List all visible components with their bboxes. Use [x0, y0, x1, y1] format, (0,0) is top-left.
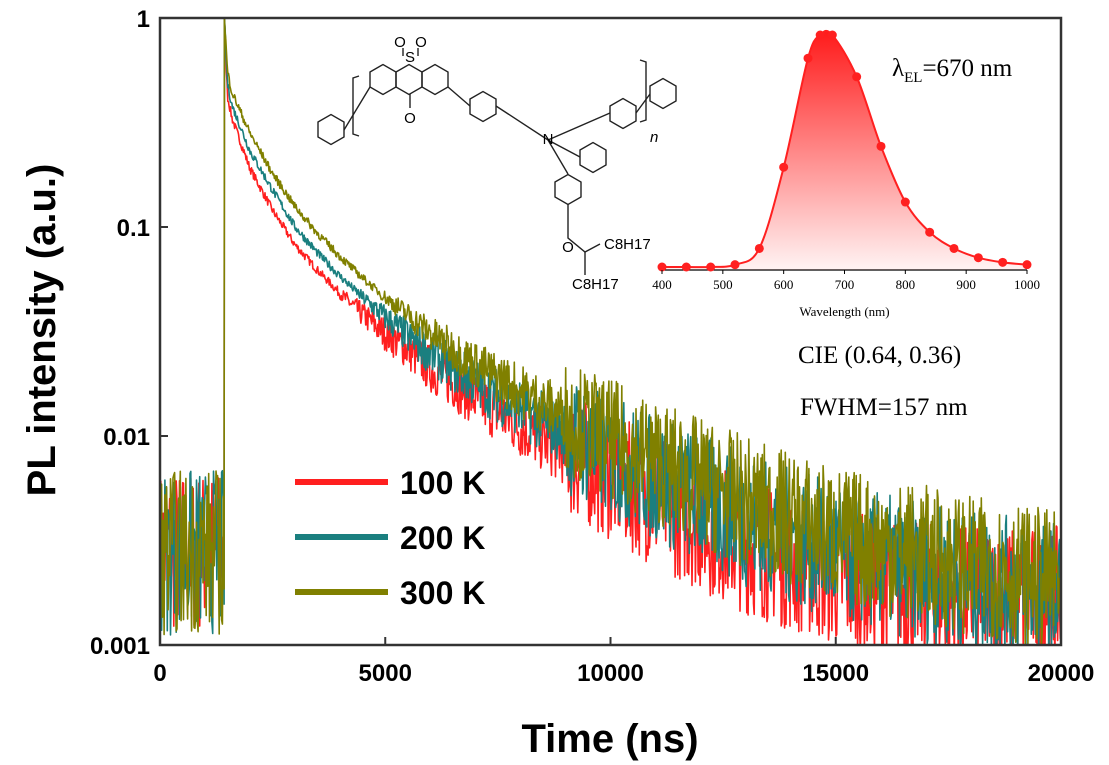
structure-ring-8 — [609, 97, 637, 130]
inset-tick-label: 700 — [835, 277, 855, 292]
series-layer — [160, 18, 1061, 645]
structure-chain-1: C8H17 — [604, 236, 651, 253]
inset-point-4 — [754, 243, 764, 253]
legend-label-2: 300 K — [400, 575, 485, 611]
inset-point-15 — [998, 257, 1008, 267]
structure-bond — [547, 112, 611, 141]
legend-label-1: 200 K — [400, 520, 485, 556]
inset-point-2 — [706, 262, 716, 272]
inset-point-9 — [852, 72, 862, 82]
inset-point-3 — [730, 260, 740, 270]
structure-bond — [343, 86, 371, 131]
legend: 100 K 200 K 300 K — [295, 465, 485, 611]
inset-tick-label: 900 — [956, 277, 976, 292]
inset-point-7 — [815, 30, 825, 40]
inset-point-8 — [827, 30, 837, 40]
y-tick-label: 1 — [137, 6, 150, 33]
y-tick-label: 0.1 — [117, 215, 150, 242]
inset-x-label: Wavelength (nm) — [799, 304, 889, 319]
inset-point-1 — [681, 262, 691, 272]
x-axis-title: Time (ns) — [521, 717, 698, 761]
structure-ether-oxygen: O — [562, 239, 574, 256]
structure-repeat-n: n — [650, 129, 658, 146]
structure-labels: S O O O N O C8H17 C8H17 n — [394, 34, 658, 293]
structure-nitrogen: N — [543, 131, 554, 148]
structure-oxygen-b: O — [415, 34, 427, 51]
inset-point-6 — [803, 53, 813, 63]
fwhm-annotation: FWHM=157 nm — [800, 394, 968, 421]
legend-label-0: 100 K — [400, 465, 485, 501]
lambda-subscript: EL — [904, 70, 922, 86]
inset-point-0 — [657, 262, 667, 272]
structure-ring-6 — [579, 141, 607, 174]
lambda-symbol: λ — [892, 55, 904, 82]
inset-point-5 — [779, 162, 789, 172]
x-tick-label: 20000 — [1028, 660, 1095, 687]
inset-point-10 — [876, 141, 886, 151]
inset-tick-label: 400 — [652, 277, 672, 292]
inset-point-12 — [925, 227, 935, 237]
inset-area-fill — [662, 30, 1027, 270]
structure-ring-9 — [649, 77, 677, 110]
structure-bond — [567, 204, 601, 253]
structure-bracket-right — [639, 59, 647, 123]
y-tick-label: 0.01 — [103, 424, 150, 451]
structure-bond — [447, 86, 471, 107]
y-tick-label: 0.001 — [90, 633, 150, 660]
structure-chain-2: C8H17 — [572, 276, 619, 293]
structure-ring-3 — [395, 63, 423, 96]
inset-point-14 — [973, 253, 983, 263]
inset-point-13 — [949, 243, 959, 253]
structure-ring-4 — [421, 63, 449, 96]
inset-tick-label: 1000 — [1014, 277, 1040, 292]
inset-tick-label: 600 — [774, 277, 794, 292]
lambda-el-annotation: λEL=670 nm — [892, 55, 1013, 86]
x-tick-label: 10000 — [577, 660, 644, 687]
el-spectrum-inset: 400 500 600 700 800 900 1000 Wavelength (nm) — [652, 29, 1040, 319]
structure-ring-7 — [554, 173, 582, 206]
cie-annotation: CIE (0.64, 0.36) — [798, 342, 961, 369]
structure-bond — [547, 139, 569, 175]
lambda-value: =670 nm — [922, 55, 1012, 82]
structure-oxygen-a: O — [394, 34, 406, 51]
x-tick-label: 5000 — [359, 660, 412, 687]
inset-tick-label: 800 — [896, 277, 916, 292]
polymer-structure — [317, 48, 677, 275]
axis-layer: 0 5000 10000 15000 20000 0.001 0.01 0.1 1 — [90, 6, 1094, 687]
structure-bond — [635, 93, 651, 114]
x-tick-label: 0 — [153, 660, 166, 687]
structure-sulfur: S — [405, 49, 415, 66]
y-axis-title: PL intensity (a.u.) — [20, 164, 64, 497]
inset-point-16 — [1022, 260, 1032, 270]
series-line-2 — [160, 18, 1061, 645]
structure-carbonyl-oxygen: O — [404, 110, 416, 127]
inset-tick-label: 500 — [713, 277, 733, 292]
structure-bracket-left — [352, 75, 360, 137]
structure-ring-5 — [469, 90, 497, 123]
structure-ring-1 — [317, 113, 345, 146]
x-tick-label: 15000 — [802, 660, 869, 687]
structure-ring-2 — [369, 63, 397, 96]
inset-point-11 — [900, 197, 910, 207]
